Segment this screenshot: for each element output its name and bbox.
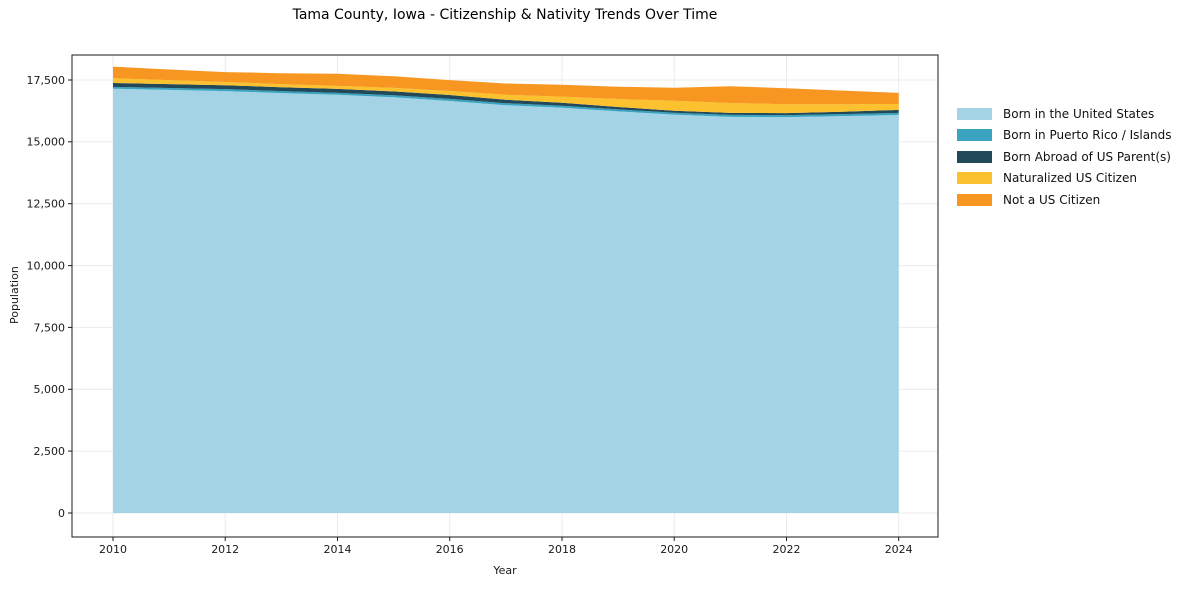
- x-axis-label: Year: [493, 564, 517, 577]
- area-series-4: [113, 66, 899, 105]
- x-tick-label: 2018: [548, 543, 576, 556]
- legend-label: Born in the United States: [1003, 106, 1155, 121]
- area-series-0: [113, 88, 899, 513]
- y-tick-label: 0: [58, 507, 65, 520]
- area-series-1: [113, 86, 899, 118]
- legend-swatch: [957, 150, 992, 163]
- x-tick-label: 2020: [660, 543, 688, 556]
- y-tick-label: 15,000: [27, 136, 66, 149]
- x-tick-label: 2024: [885, 543, 913, 556]
- legend-item: Born in Puerto Rico / Islands: [957, 125, 1172, 147]
- area-series-3: [113, 78, 899, 114]
- legend-label: Born in Puerto Rico / Islands: [1003, 128, 1172, 143]
- chart-title: Tama County, Iowa - Citizenship & Nativi…: [292, 7, 718, 23]
- x-tick-label: 2010: [99, 543, 127, 556]
- x-tick-label: 2012: [211, 543, 239, 556]
- legend-label: Born Abroad of US Parent(s): [1003, 149, 1171, 164]
- x-tick-label: 2014: [324, 543, 352, 556]
- legend-swatch: [957, 129, 992, 142]
- legend-swatch: [957, 193, 992, 206]
- y-tick-label: 17,500: [27, 74, 66, 87]
- legend-label: Not a US Citizen: [1003, 192, 1101, 207]
- y-tick-label: 7,500: [34, 321, 66, 334]
- plot-border: [71, 54, 939, 538]
- x-tick-label: 2022: [773, 543, 801, 556]
- legend: Born in the United States Born in Puerto…: [957, 103, 1172, 211]
- y-tick-label: 10,000: [27, 259, 66, 272]
- y-axis-label: Population: [8, 266, 21, 324]
- area-series-2: [113, 83, 899, 116]
- y-tick-label: 2,500: [34, 445, 66, 458]
- legend-label: Naturalized US Citizen: [1003, 171, 1137, 186]
- legend-item: Naturalized US Citizen: [957, 168, 1172, 190]
- y-tick-label: 12,500: [27, 198, 66, 211]
- legend-swatch: [957, 172, 992, 185]
- x-tick-label: 2016: [436, 543, 464, 556]
- legend-item: Born in the United States: [957, 103, 1172, 125]
- y-tick-label: 5,000: [34, 383, 66, 396]
- legend-swatch: [957, 107, 992, 120]
- legend-item: Not a US Citizen: [957, 189, 1172, 211]
- legend-item: Born Abroad of US Parent(s): [957, 146, 1172, 168]
